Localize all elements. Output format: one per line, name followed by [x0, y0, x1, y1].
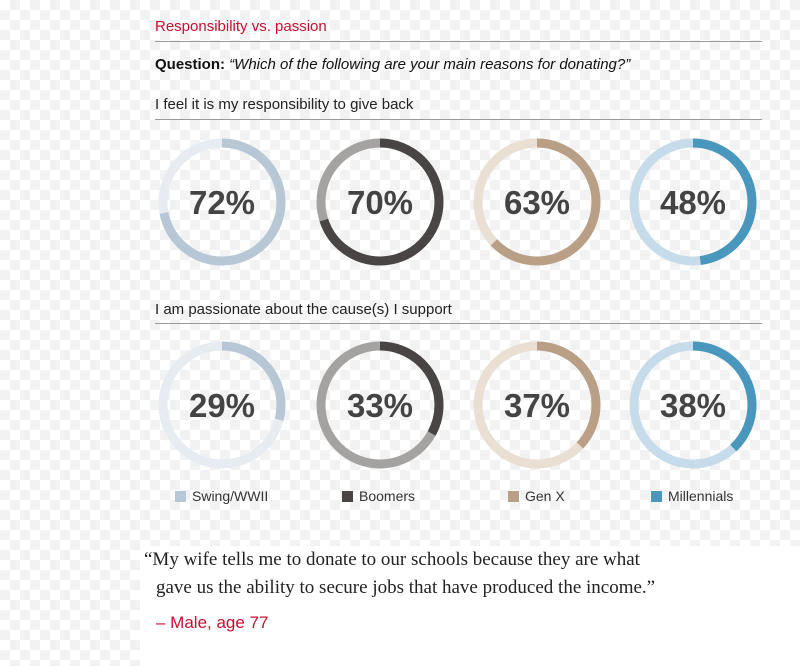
legend-label-boomers: Boomers: [359, 488, 416, 504]
infographic-panel: Responsibility vs. passion Question: “Wh…: [150, 0, 764, 666]
legend: Swing/WWII Boomers Gen X Millennials: [150, 488, 764, 508]
quote-text: “My wife tells me to donate to our schoo…: [144, 546, 784, 602]
donut-arc-boomers-r1: [316, 138, 444, 266]
section-title: Responsibility vs. passion: [155, 18, 327, 35]
legend-item-boomers: Boomers: [342, 488, 415, 504]
quote-line-2: gave us the ability to secure jobs that …: [156, 577, 656, 598]
question-label: Question:: [155, 56, 225, 73]
row-title-responsibility: I feel it is my responsibility to give b…: [155, 96, 414, 113]
legend-item-swing: Swing/WWII: [175, 488, 268, 504]
legend-swatch-millennials: [651, 490, 662, 502]
donut-arc-swing-r2: [158, 341, 286, 469]
divider: [155, 119, 762, 120]
legend-item-genx: Gen X: [508, 488, 565, 504]
legend-label-genx: Gen X: [525, 488, 565, 504]
divider: [155, 323, 762, 324]
donut-arc-millennials-r1: [629, 138, 757, 266]
donut-label-millennials-r2: 38%: [660, 387, 726, 424]
legend-swatch-boomers: [342, 490, 353, 502]
legend-label-millennials: Millennials: [668, 488, 734, 504]
divider: [155, 41, 762, 42]
quote-line-1: “My wife tells me to donate to our schoo…: [144, 549, 640, 570]
donut-label-genx-r2: 37%: [504, 387, 570, 424]
legend-label-swing: Swing/WWII: [192, 488, 269, 504]
donut-charts: 72% 70% 63% 48% 29% 33% 37% 38%: [158, 138, 757, 469]
donut-label-millennials-r1: 48%: [660, 184, 726, 221]
donut-label-boomers-r1: 70%: [347, 184, 413, 221]
quote-box: “My wife tells me to donate to our schoo…: [140, 546, 800, 666]
donut-arc-swing-r1: [158, 138, 286, 266]
donut-label-boomers-r2: 33%: [347, 387, 413, 424]
donut-arc-millennials-r2: [629, 341, 757, 469]
donut-arc-genx-r2: [473, 341, 601, 469]
donut-arc-boomers-r2: [316, 341, 444, 469]
donut-label-swing-r1: 72%: [189, 184, 255, 221]
legend-item-millennials: Millennials: [651, 488, 733, 504]
donut-label-swing-r2: 29%: [189, 387, 255, 424]
donut-arc-genx-r1: [473, 138, 601, 266]
row-title-passion: I am passionate about the cause(s) I sup…: [155, 301, 452, 318]
legend-swatch-genx: [508, 490, 519, 502]
donut-label-genx-r1: 63%: [504, 184, 570, 221]
question: Question: “Which of the following are yo…: [155, 56, 630, 73]
legend-swatch-swing: [175, 490, 186, 502]
question-text: “Which of the following are your main re…: [229, 56, 631, 73]
quote-attribution: – Male, age 77: [156, 613, 269, 632]
